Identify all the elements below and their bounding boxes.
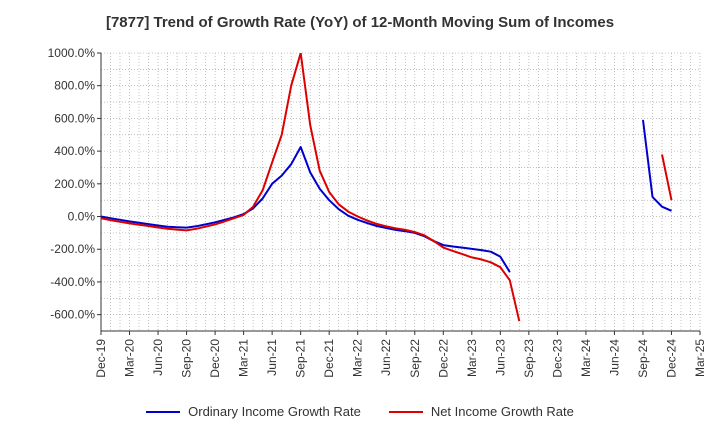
x-tick-label: Jun-21 — [265, 339, 279, 376]
x-tick-label: Mar-25 — [693, 339, 707, 377]
x-tick-label: Mar-24 — [579, 339, 593, 377]
x-tick-label: Dec-22 — [436, 339, 450, 378]
legend-swatch-blue — [146, 410, 181, 413]
legend: Ordinary Income Growth Rate Net Income G… — [0, 404, 720, 419]
plot-area — [101, 53, 700, 331]
y-tick-label: -200.0% — [50, 242, 95, 256]
x-tick-label: Jun-22 — [379, 339, 393, 376]
x-tick-label: Dec-20 — [208, 339, 222, 378]
axes — [97, 52, 701, 335]
x-tick-label: Sep-20 — [180, 339, 194, 378]
x-tick-label: Jun-23 — [493, 339, 507, 376]
legend-item-ordinary-income: Ordinary Income Growth Rate — [146, 404, 361, 419]
y-tick-label: 0.0% — [68, 210, 96, 224]
x-tick-label: Mar-20 — [123, 339, 137, 377]
y-tick-labels: -600.0% -400.0% -200.0% 0.0% 200.0% 400.0% 600… — [48, 46, 96, 322]
y-tick-label: 1000.0% — [48, 46, 96, 60]
x-tick-label: Mar-22 — [351, 339, 365, 377]
x-tick-label: Dec-24 — [664, 339, 678, 378]
x-tick-label: Mar-21 — [237, 339, 251, 377]
series-line-0 — [642, 119, 672, 212]
legend-label-net-income: Net Income Growth Rate — [430, 404, 574, 419]
legend-item-net-income: Net Income Growth Rate — [388, 404, 574, 419]
grid-lines — [100, 52, 701, 332]
chart-title: [7877] Trend of Growth Rate (YoY) of 12-… — [105, 14, 615, 31]
series-line-1 — [661, 154, 673, 201]
series-line-0 — [101, 146, 511, 273]
y-tick-label: 800.0% — [54, 79, 95, 93]
series-lines — [101, 53, 673, 322]
x-tick-label: Jun-24 — [607, 339, 621, 376]
x-tick-labels: Dec-19 Mar-20 Jun-20 Sep-20 Dec-20 Mar-21 Jun-… — [94, 339, 707, 378]
y-tick-label: 400.0% — [54, 144, 95, 158]
x-tick-label: Sep-23 — [522, 339, 536, 378]
x-tick-label: Sep-24 — [636, 339, 650, 378]
x-tick-label: Sep-21 — [294, 339, 308, 378]
x-tick-label: Dec-19 — [94, 339, 108, 378]
legend-swatch-red — [388, 410, 423, 413]
x-tick-label: Dec-23 — [550, 339, 564, 378]
x-tick-label: Jun-20 — [151, 339, 165, 376]
y-tick-label: 200.0% — [54, 177, 95, 191]
x-tick-label: Mar-23 — [465, 339, 479, 377]
y-tick-label: 600.0% — [54, 111, 95, 125]
x-tick-label: Dec-21 — [322, 339, 336, 378]
y-tick-label: -600.0% — [50, 308, 95, 322]
x-tick-label: Sep-22 — [408, 339, 422, 378]
legend-label-ordinary-income: Ordinary Income Growth Rate — [188, 404, 361, 419]
y-tick-label: -400.0% — [50, 275, 95, 289]
series-line-1 — [299, 53, 521, 322]
series-line-1 — [101, 53, 302, 232]
